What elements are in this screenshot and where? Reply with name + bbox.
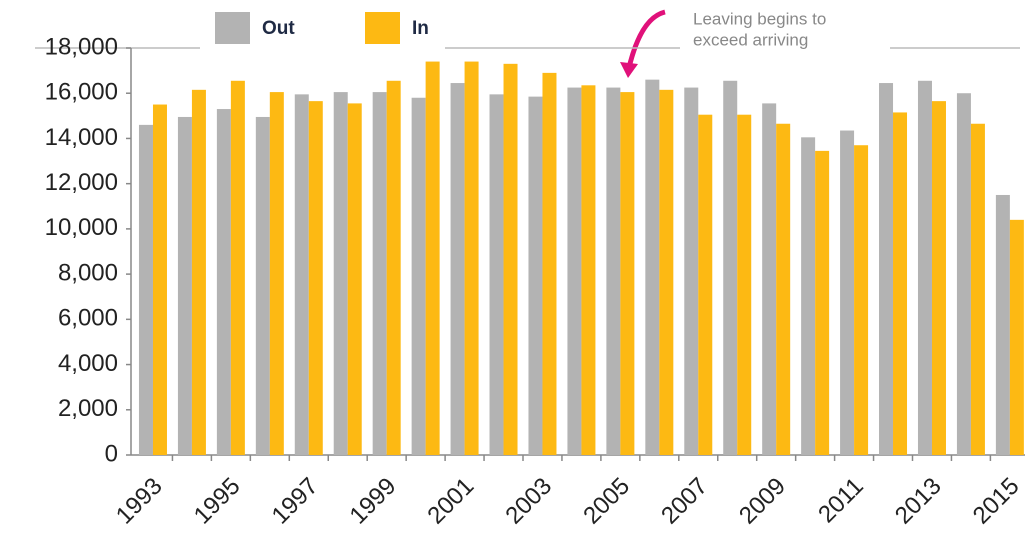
annotation-arrowhead (620, 62, 638, 78)
bar (801, 137, 816, 455)
bar (425, 61, 440, 456)
bar (191, 89, 206, 455)
bar (138, 124, 153, 455)
bar (567, 87, 582, 455)
bar (698, 114, 713, 456)
y-tick-label: 0 (105, 440, 118, 467)
y-tick-label: 6,000 (58, 305, 118, 332)
bar (464, 61, 479, 456)
legend-swatch (365, 12, 400, 44)
bar (489, 94, 504, 455)
bar (840, 130, 855, 455)
x-tick-label: 2007 (656, 473, 713, 530)
x-tick-label: 2001 (422, 473, 479, 530)
bar (528, 96, 543, 455)
y-tick-label: 18,000 (45, 33, 118, 60)
bar (723, 80, 738, 456)
bar (815, 150, 830, 455)
bar (372, 92, 387, 455)
x-tick-label: 1995 (189, 473, 246, 530)
bar (152, 104, 167, 456)
bar (737, 114, 752, 456)
bar (294, 94, 309, 455)
y-tick-label: 2,000 (58, 395, 118, 422)
x-tick-label: 2015 (968, 473, 1025, 530)
bar (645, 79, 660, 456)
bar (308, 101, 323, 455)
bar (879, 83, 894, 455)
bar (917, 80, 932, 456)
x-tick-label: 2005 (578, 473, 635, 530)
legend-label: Out (262, 18, 295, 39)
bar (269, 92, 284, 455)
annotation-line: Leaving begins to (693, 9, 826, 28)
bar (347, 103, 362, 456)
bar (956, 93, 971, 455)
bar (970, 123, 985, 455)
bar (893, 112, 908, 456)
bar (216, 109, 231, 456)
y-tick-label: 4,000 (58, 350, 118, 377)
bar (684, 87, 699, 455)
bar (606, 87, 621, 455)
bar (776, 123, 791, 455)
bar (581, 85, 596, 455)
legend-label: In (412, 18, 429, 39)
x-tick-label: 1997 (267, 473, 324, 530)
bar (854, 145, 869, 455)
bar (659, 89, 674, 455)
y-tick-label: 10,000 (45, 214, 118, 241)
legend-swatch (215, 12, 250, 44)
x-tick-label: 2003 (500, 473, 557, 530)
bar (450, 83, 465, 455)
annotation-line: exceed arriving (693, 30, 808, 49)
bar (931, 101, 946, 455)
bar (333, 92, 348, 455)
annotation-arrow (625, 9, 666, 73)
bar (255, 116, 270, 455)
bar (542, 72, 557, 455)
bar (995, 194, 1010, 455)
y-tick-label: 12,000 (45, 169, 118, 196)
y-tick-label: 14,000 (45, 124, 118, 151)
bar (620, 92, 635, 455)
bar (1009, 219, 1024, 455)
x-tick-label: 2011 (813, 473, 869, 529)
x-tick-label: 2009 (734, 473, 791, 530)
x-tick-label: 1999 (345, 473, 402, 530)
y-tick-label: 8,000 (58, 259, 118, 286)
y-tick-label: 16,000 (45, 79, 118, 106)
x-tick-label: 1993 (111, 473, 168, 530)
bar (762, 103, 777, 456)
x-tick-label: 2013 (890, 473, 947, 530)
bar (177, 116, 192, 455)
bar (411, 97, 426, 455)
bar (386, 80, 401, 456)
bar (230, 80, 245, 456)
bar (503, 63, 518, 455)
